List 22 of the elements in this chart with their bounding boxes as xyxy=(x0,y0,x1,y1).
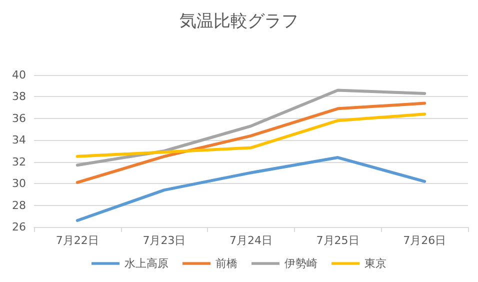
line-series xyxy=(76,88,426,167)
legend-label: 水上高原 xyxy=(124,257,168,270)
line-series xyxy=(76,156,426,222)
x-tick-label: 7月26日 xyxy=(403,234,446,247)
line-series xyxy=(76,102,426,184)
legend-label: 伊勢崎 xyxy=(284,257,318,270)
y-tick-label: 26 xyxy=(12,220,26,234)
legend-label: 東京 xyxy=(364,257,386,270)
line-series xyxy=(76,112,426,158)
y-tick-label: 28 xyxy=(12,198,26,212)
chart-title: 気温比較グラフ xyxy=(180,12,298,32)
x-tick-label: 7月24日 xyxy=(230,234,272,247)
x-tick-label: 7月22日 xyxy=(56,234,99,247)
x-tick-label: 7月25日 xyxy=(316,234,360,247)
y-tick-label: 32 xyxy=(12,155,26,168)
x-tick-label: 7月23日 xyxy=(142,234,186,247)
y-tick-label: 36 xyxy=(12,112,26,125)
legend-label: 前橋 xyxy=(216,257,238,270)
y-tick-label: 38 xyxy=(12,90,26,104)
y-tick-label: 34 xyxy=(12,134,26,147)
y-tick-label: 30 xyxy=(12,177,26,190)
y-tick-label: 40 xyxy=(12,68,26,82)
